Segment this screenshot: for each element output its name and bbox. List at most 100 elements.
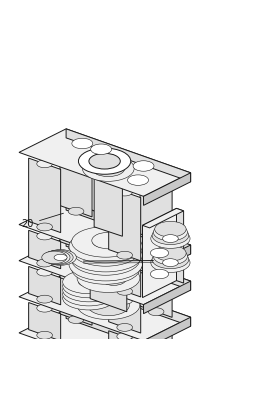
Ellipse shape xyxy=(92,160,125,177)
Ellipse shape xyxy=(37,304,53,312)
Ellipse shape xyxy=(93,259,119,270)
Ellipse shape xyxy=(151,229,190,249)
Ellipse shape xyxy=(163,259,178,266)
Polygon shape xyxy=(94,163,122,236)
Polygon shape xyxy=(143,208,184,228)
Polygon shape xyxy=(29,266,61,305)
Ellipse shape xyxy=(117,359,133,367)
Ellipse shape xyxy=(68,216,84,224)
Polygon shape xyxy=(90,271,127,311)
Ellipse shape xyxy=(153,248,188,265)
Ellipse shape xyxy=(153,224,188,241)
Ellipse shape xyxy=(69,248,142,281)
Ellipse shape xyxy=(78,281,99,291)
Ellipse shape xyxy=(88,295,129,316)
Ellipse shape xyxy=(117,296,133,304)
Ellipse shape xyxy=(37,223,53,231)
Ellipse shape xyxy=(37,259,53,267)
Ellipse shape xyxy=(117,260,133,268)
Ellipse shape xyxy=(148,308,164,316)
Polygon shape xyxy=(66,129,191,182)
Ellipse shape xyxy=(68,289,84,296)
Ellipse shape xyxy=(82,156,134,181)
Ellipse shape xyxy=(45,249,76,265)
Ellipse shape xyxy=(148,272,164,279)
Ellipse shape xyxy=(63,278,115,302)
Ellipse shape xyxy=(63,274,115,298)
Ellipse shape xyxy=(93,249,119,261)
Polygon shape xyxy=(60,143,92,217)
Ellipse shape xyxy=(151,253,190,272)
Ellipse shape xyxy=(101,271,127,285)
Ellipse shape xyxy=(69,239,142,272)
Ellipse shape xyxy=(152,250,189,269)
Ellipse shape xyxy=(148,245,164,252)
Ellipse shape xyxy=(88,268,129,289)
Ellipse shape xyxy=(37,160,53,168)
Polygon shape xyxy=(144,317,191,350)
Ellipse shape xyxy=(93,254,119,266)
Ellipse shape xyxy=(155,245,186,261)
Ellipse shape xyxy=(150,248,169,258)
Polygon shape xyxy=(19,201,191,269)
Polygon shape xyxy=(29,158,61,233)
Ellipse shape xyxy=(77,291,140,319)
Ellipse shape xyxy=(37,232,53,240)
Polygon shape xyxy=(29,230,61,269)
Polygon shape xyxy=(19,129,191,196)
Ellipse shape xyxy=(117,287,133,295)
Ellipse shape xyxy=(68,252,84,260)
Ellipse shape xyxy=(68,279,84,287)
Ellipse shape xyxy=(72,138,93,149)
Ellipse shape xyxy=(78,277,99,286)
Ellipse shape xyxy=(77,264,140,292)
Ellipse shape xyxy=(68,144,84,152)
Ellipse shape xyxy=(117,251,133,259)
Ellipse shape xyxy=(152,226,189,245)
Ellipse shape xyxy=(72,254,140,284)
Ellipse shape xyxy=(150,269,169,279)
Polygon shape xyxy=(109,331,141,369)
Ellipse shape xyxy=(117,332,133,340)
Ellipse shape xyxy=(72,245,140,275)
Text: 20: 20 xyxy=(22,213,63,229)
Ellipse shape xyxy=(93,236,119,248)
Ellipse shape xyxy=(93,241,119,252)
Ellipse shape xyxy=(54,254,67,261)
Polygon shape xyxy=(60,215,92,253)
Polygon shape xyxy=(144,281,191,314)
Polygon shape xyxy=(140,279,172,317)
Ellipse shape xyxy=(63,286,115,310)
Ellipse shape xyxy=(92,232,125,249)
Ellipse shape xyxy=(148,344,164,352)
Ellipse shape xyxy=(93,245,119,257)
Ellipse shape xyxy=(68,207,84,215)
Ellipse shape xyxy=(78,148,131,174)
Polygon shape xyxy=(176,208,184,283)
Polygon shape xyxy=(19,237,191,305)
Ellipse shape xyxy=(148,236,164,244)
Ellipse shape xyxy=(128,175,149,185)
Ellipse shape xyxy=(63,282,115,306)
Polygon shape xyxy=(66,201,191,254)
Polygon shape xyxy=(60,287,92,325)
Ellipse shape xyxy=(78,289,99,299)
Ellipse shape xyxy=(148,172,164,180)
Ellipse shape xyxy=(133,161,154,171)
Polygon shape xyxy=(109,186,141,261)
Ellipse shape xyxy=(37,295,53,303)
Ellipse shape xyxy=(148,281,164,289)
Polygon shape xyxy=(66,273,191,326)
Ellipse shape xyxy=(93,263,119,275)
Polygon shape xyxy=(140,315,172,354)
Ellipse shape xyxy=(117,188,133,196)
Ellipse shape xyxy=(78,285,99,295)
Polygon shape xyxy=(144,245,191,278)
Ellipse shape xyxy=(89,153,120,169)
Ellipse shape xyxy=(69,230,142,263)
Ellipse shape xyxy=(37,332,53,339)
Ellipse shape xyxy=(37,268,53,276)
Ellipse shape xyxy=(163,235,178,242)
Ellipse shape xyxy=(72,226,140,257)
Ellipse shape xyxy=(155,221,186,237)
